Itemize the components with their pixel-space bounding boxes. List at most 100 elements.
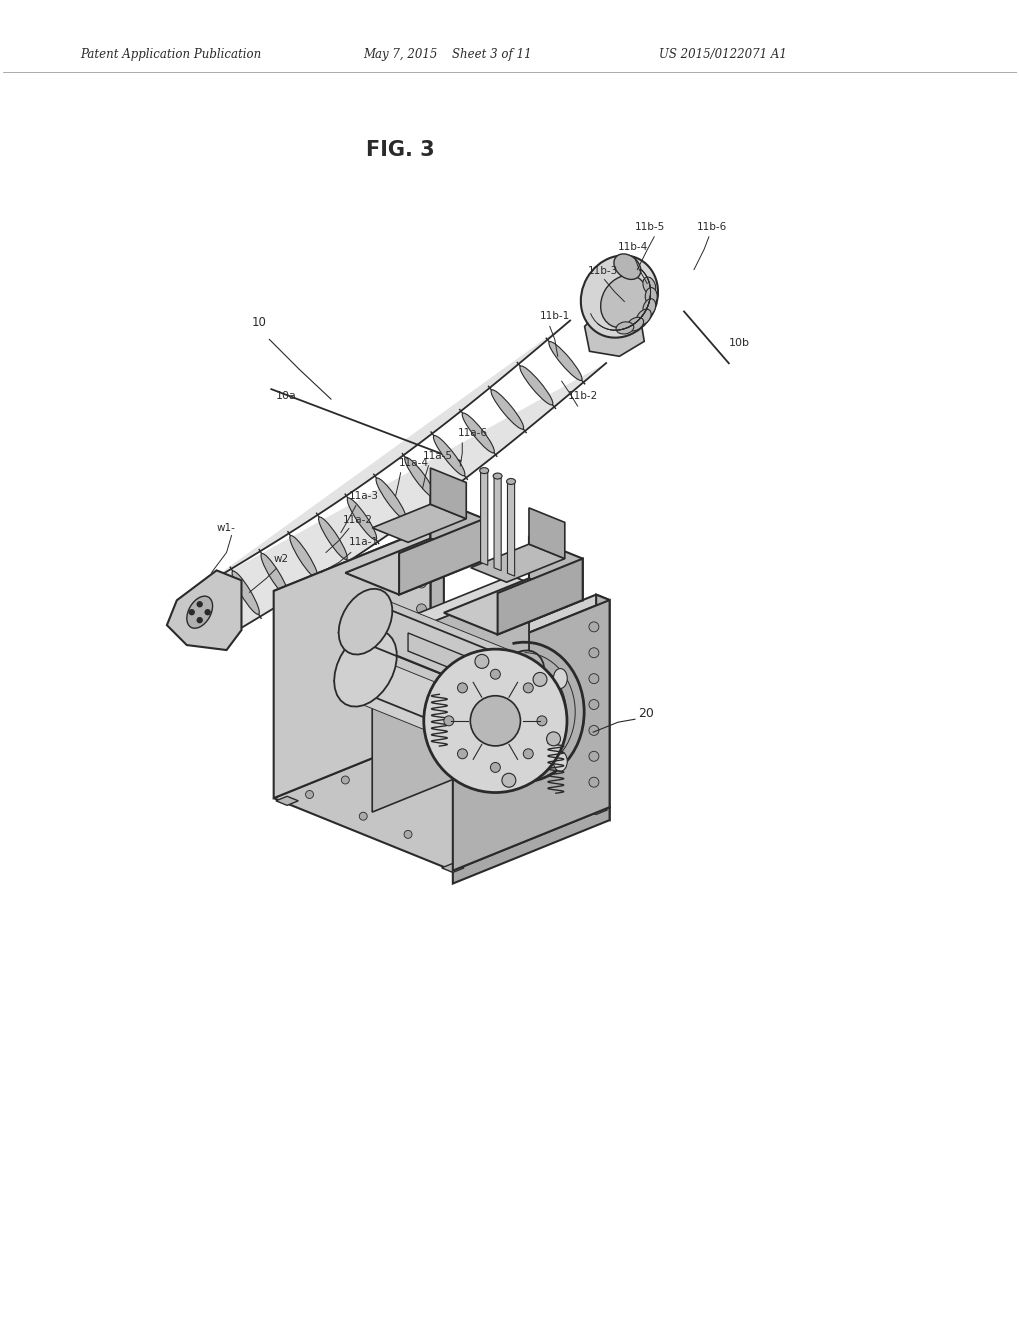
Circle shape	[458, 853, 466, 861]
Polygon shape	[480, 469, 487, 565]
Polygon shape	[334, 630, 396, 706]
Polygon shape	[430, 528, 443, 741]
Polygon shape	[372, 504, 466, 543]
Text: 11a-4: 11a-4	[398, 458, 428, 467]
Circle shape	[533, 672, 546, 686]
Circle shape	[423, 649, 567, 792]
Ellipse shape	[615, 322, 633, 334]
Circle shape	[588, 726, 598, 735]
Ellipse shape	[318, 517, 346, 560]
Text: 11b-5: 11b-5	[634, 222, 664, 232]
Polygon shape	[595, 594, 609, 807]
Polygon shape	[364, 632, 516, 767]
Circle shape	[588, 673, 598, 684]
Circle shape	[523, 682, 533, 693]
Text: 20: 20	[637, 708, 653, 721]
Circle shape	[386, 758, 393, 766]
Ellipse shape	[600, 276, 647, 327]
Ellipse shape	[645, 288, 656, 305]
Ellipse shape	[405, 457, 435, 498]
Circle shape	[458, 682, 467, 693]
Circle shape	[523, 748, 533, 759]
Circle shape	[306, 791, 313, 799]
Circle shape	[470, 696, 520, 746]
Circle shape	[520, 783, 528, 791]
Ellipse shape	[548, 342, 582, 380]
Ellipse shape	[289, 536, 318, 578]
Ellipse shape	[479, 467, 488, 474]
Text: 11a-5: 11a-5	[422, 451, 452, 461]
Ellipse shape	[580, 255, 657, 338]
Polygon shape	[486, 692, 548, 768]
Circle shape	[197, 618, 202, 623]
Ellipse shape	[613, 253, 640, 280]
Polygon shape	[493, 475, 500, 570]
Circle shape	[588, 777, 598, 787]
Ellipse shape	[261, 553, 288, 597]
Ellipse shape	[376, 478, 406, 519]
Circle shape	[190, 610, 194, 615]
Circle shape	[490, 669, 500, 680]
Ellipse shape	[506, 478, 515, 484]
Ellipse shape	[386, 612, 398, 628]
Circle shape	[422, 743, 430, 751]
Circle shape	[416, 603, 426, 614]
Circle shape	[493, 838, 501, 846]
Polygon shape	[452, 807, 609, 883]
Circle shape	[416, 630, 426, 640]
Polygon shape	[167, 570, 242, 649]
Circle shape	[490, 763, 500, 772]
Ellipse shape	[346, 498, 376, 540]
Circle shape	[546, 731, 559, 746]
Text: 11b-2: 11b-2	[568, 391, 597, 401]
Ellipse shape	[386, 696, 398, 711]
Ellipse shape	[636, 309, 650, 325]
Ellipse shape	[386, 655, 398, 671]
Circle shape	[359, 812, 367, 820]
Polygon shape	[338, 589, 392, 655]
Ellipse shape	[642, 298, 655, 315]
Polygon shape	[273, 528, 430, 799]
Circle shape	[475, 655, 488, 668]
Circle shape	[416, 708, 426, 717]
Text: 11a-2: 11a-2	[342, 515, 373, 524]
Polygon shape	[439, 594, 609, 664]
Polygon shape	[345, 539, 484, 594]
Text: 11b-1: 11b-1	[539, 312, 570, 322]
Polygon shape	[584, 805, 606, 814]
Circle shape	[205, 610, 210, 615]
Polygon shape	[497, 558, 582, 635]
Text: Sheet 3 of 11: Sheet 3 of 11	[451, 48, 532, 61]
Circle shape	[416, 656, 426, 665]
Ellipse shape	[433, 436, 465, 475]
Polygon shape	[529, 537, 582, 601]
Polygon shape	[408, 632, 559, 713]
Polygon shape	[511, 576, 529, 748]
Circle shape	[341, 776, 348, 784]
Text: w2: w2	[273, 554, 288, 565]
Polygon shape	[584, 306, 644, 356]
Polygon shape	[430, 469, 466, 519]
Text: May 7, 2015: May 7, 2015	[363, 48, 437, 61]
Text: 11a-3: 11a-3	[348, 491, 378, 500]
Polygon shape	[354, 576, 529, 647]
Ellipse shape	[520, 366, 552, 405]
Text: 11b-6: 11b-6	[696, 222, 727, 232]
Ellipse shape	[642, 277, 655, 294]
Polygon shape	[430, 498, 484, 560]
Ellipse shape	[553, 668, 567, 689]
Circle shape	[574, 805, 582, 813]
Text: Patent Application Publication: Patent Application Publication	[81, 48, 261, 61]
Ellipse shape	[490, 389, 523, 429]
Polygon shape	[441, 863, 464, 873]
Ellipse shape	[553, 710, 567, 730]
Circle shape	[536, 715, 546, 726]
Circle shape	[588, 648, 598, 657]
Circle shape	[588, 751, 598, 762]
Circle shape	[416, 578, 426, 587]
Text: 10: 10	[251, 317, 266, 330]
Text: w1-: w1-	[216, 523, 235, 532]
Circle shape	[538, 820, 546, 828]
Polygon shape	[430, 735, 609, 820]
Ellipse shape	[627, 317, 643, 331]
